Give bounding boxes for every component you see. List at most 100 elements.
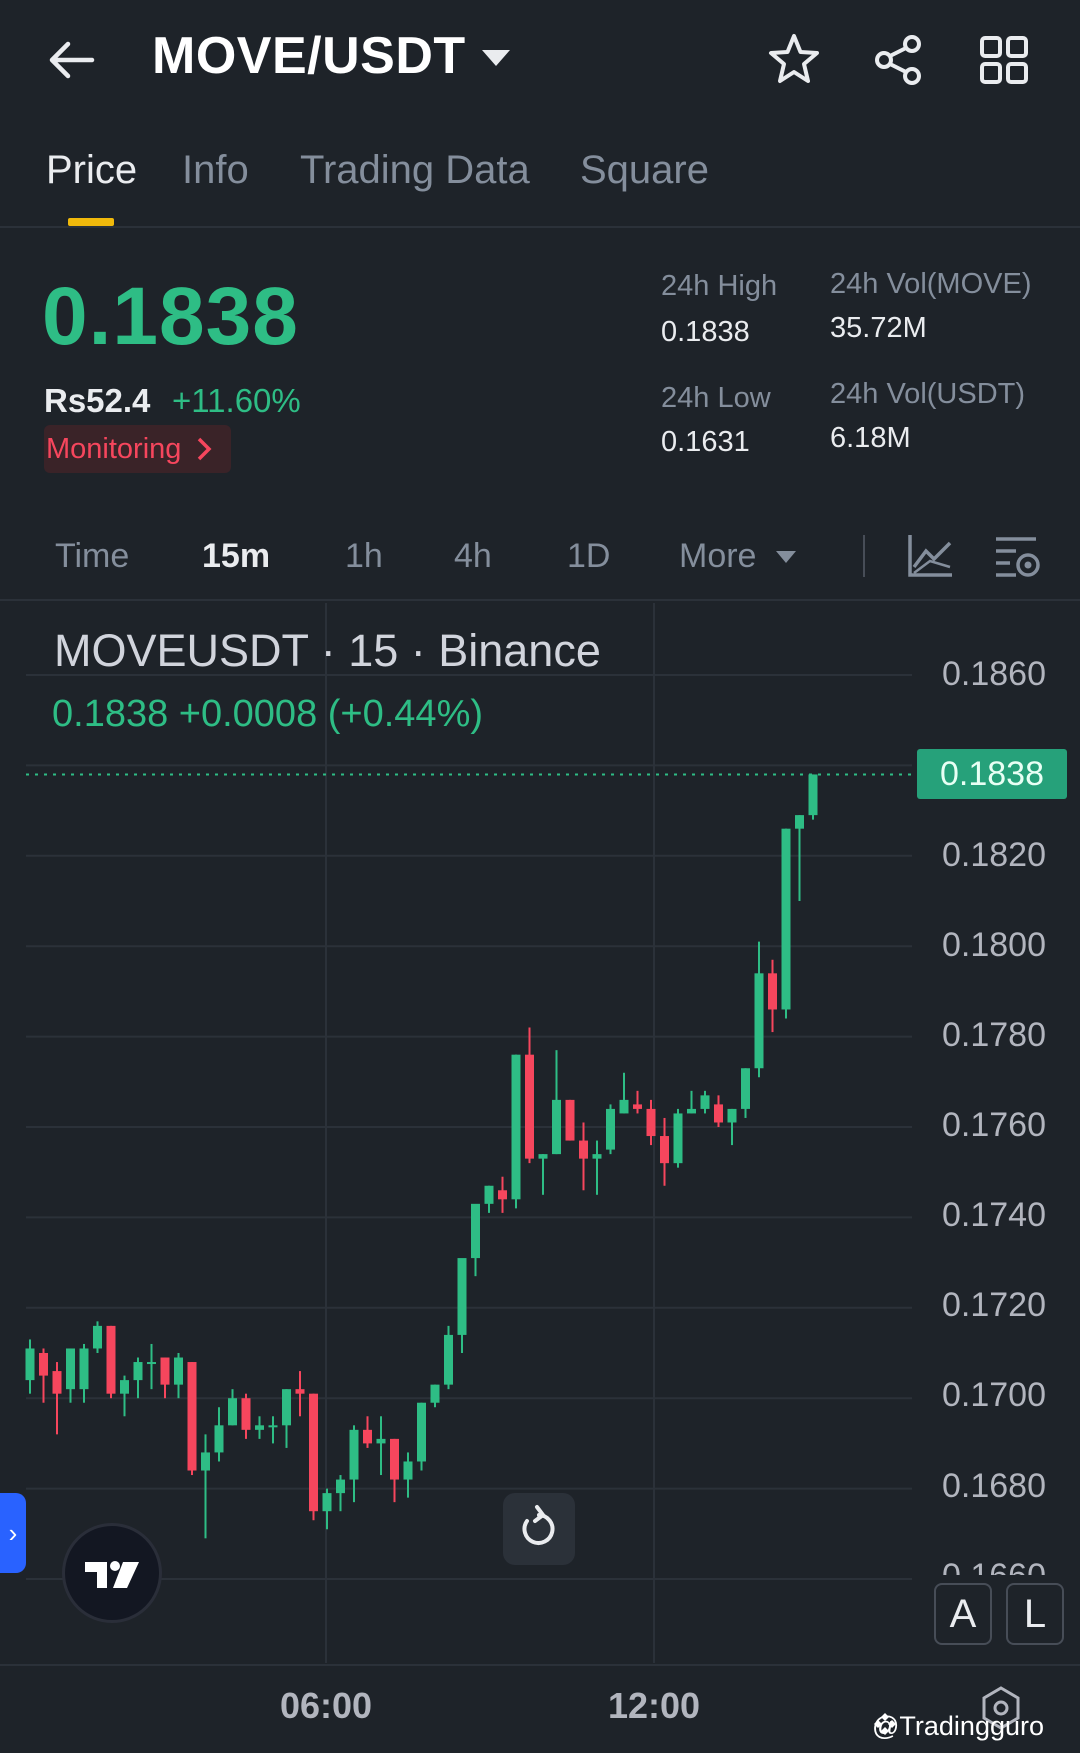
- reset-chart-button[interactable]: [503, 1493, 575, 1565]
- candle-body: [403, 1461, 413, 1480]
- price-chart[interactable]: MOVEUSDT · 15 · Binance 0.1838 +0.0008 (…: [0, 603, 1080, 1753]
- candle-body: [336, 1479, 345, 1494]
- candle-body: [147, 1362, 156, 1365]
- candle-body: [268, 1425, 278, 1428]
- interval-15m[interactable]: 15m: [202, 537, 271, 575]
- candle-body: [282, 1389, 291, 1426]
- candle-body: [471, 1203, 480, 1259]
- candle-body: [174, 1357, 183, 1385]
- interval-4h[interactable]: 4h: [454, 537, 492, 575]
- candle-body: [120, 1380, 129, 1394]
- tab-trading-data[interactable]: Trading Data: [300, 148, 530, 192]
- monitoring-label: Monitoring: [46, 433, 182, 465]
- y-tick-label: 0.1780: [942, 1016, 1046, 1054]
- candle-body: [498, 1190, 507, 1200]
- candle-body: [484, 1185, 494, 1204]
- candle-body: [754, 973, 764, 1069]
- candlestick-chart-canvas[interactable]: [0, 603, 1080, 1753]
- candle-body: [322, 1493, 332, 1512]
- candle-body: [241, 1398, 251, 1430]
- y-tick-label: 0.1860: [942, 655, 1046, 693]
- tab-info[interactable]: Info: [182, 148, 249, 192]
- candle-body: [808, 774, 818, 816]
- candle-body: [457, 1258, 467, 1335]
- y-tick-label: 0.1800: [942, 926, 1046, 964]
- header: MOVE/USDT: [0, 0, 1080, 118]
- candle-body: [309, 1393, 318, 1512]
- candle-body: [390, 1438, 399, 1480]
- candle-body: [538, 1154, 548, 1159]
- auto-scale-button[interactable]: A: [934, 1583, 992, 1645]
- candle-body: [795, 815, 804, 829]
- interval-1h[interactable]: 1h: [345, 537, 383, 575]
- candle-body: [714, 1104, 723, 1123]
- chevron-right-icon: [189, 433, 213, 465]
- indicator-chart-icon[interactable]: [902, 527, 958, 583]
- candle-body: [363, 1429, 372, 1444]
- candle-body: [646, 1108, 656, 1137]
- y-tick-label: 0.1680: [942, 1467, 1046, 1505]
- candle-body: [25, 1348, 35, 1381]
- vol-quote-label: 24h Vol(USDT): [830, 378, 1026, 410]
- candle-body: [565, 1099, 575, 1141]
- gear-icon[interactable]: [978, 1685, 1024, 1731]
- high-24h-label: 24h High: [661, 270, 778, 302]
- chart-legend-values: 0.1838 +0.0008 (+0.44%): [52, 693, 484, 735]
- interval-more-label: More: [679, 537, 757, 575]
- candle-body: [93, 1325, 102, 1349]
- candle-body: [727, 1108, 737, 1123]
- candle-body: [700, 1095, 710, 1109]
- monitoring-button[interactable]: Monitoring: [44, 425, 232, 473]
- candle-body: [511, 1054, 521, 1200]
- vol-base-label: 24h Vol(MOVE): [830, 268, 1032, 300]
- chart-legend-title: MOVEUSDT · 15 · Binance: [54, 625, 601, 676]
- candle-body: [201, 1452, 210, 1471]
- tab-price[interactable]: Price: [46, 148, 138, 192]
- candle-body: [444, 1334, 453, 1385]
- caret-down-icon[interactable]: [478, 44, 514, 74]
- y-tick-label: 0.1720: [942, 1286, 1046, 1324]
- candle-body: [592, 1154, 602, 1159]
- candle-body: [430, 1384, 440, 1403]
- last-price-label: 0.1838: [917, 749, 1067, 799]
- log-scale-button[interactable]: L: [1006, 1583, 1064, 1645]
- candle-body: [133, 1362, 143, 1381]
- candle-body: [606, 1108, 615, 1150]
- divider: [863, 535, 865, 577]
- candle-body: [768, 973, 777, 1010]
- pair-title[interactable]: MOVE/USDT: [152, 27, 466, 85]
- tab-square[interactable]: Square: [580, 148, 709, 192]
- candle-body: [673, 1113, 683, 1164]
- watermark: @Tradingguro: [872, 1711, 1044, 1742]
- tradingview-logo[interactable]: [62, 1523, 162, 1623]
- vol-base-value: 35.72M: [830, 312, 927, 344]
- x-tick-label: 06:00: [280, 1685, 373, 1726]
- candle-body: [376, 1438, 386, 1444]
- candle-body: [295, 1389, 305, 1394]
- candle-body: [187, 1362, 197, 1471]
- share-icon[interactable]: [868, 30, 928, 90]
- caret-down-icon: [766, 537, 798, 575]
- last-price: 0.1838: [42, 271, 299, 362]
- vol-quote-value: 6.18M: [830, 422, 911, 454]
- star-icon[interactable]: [764, 30, 824, 90]
- y-tick-label: 0.1660: [942, 1557, 1046, 1575]
- side-panel-toggle[interactable]: ›: [0, 1493, 26, 1573]
- y-tick-label: 0.1820: [942, 836, 1046, 874]
- candle-body: [255, 1425, 264, 1430]
- grid-icon[interactable]: [974, 30, 1034, 90]
- candle-body: [579, 1140, 588, 1159]
- candle-body: [687, 1108, 696, 1114]
- candle-body: [619, 1099, 629, 1114]
- low-24h-value: 0.1631: [661, 426, 750, 458]
- back-arrow-icon[interactable]: [44, 30, 104, 90]
- candle-body: [633, 1104, 642, 1109]
- interval-more[interactable]: More: [679, 537, 798, 576]
- candle-body: [66, 1348, 75, 1390]
- tab-bar: Price Info Trading Data Square: [0, 130, 1080, 228]
- interval-1d[interactable]: 1D: [567, 537, 611, 575]
- candle-body: [660, 1136, 669, 1164]
- interval-time[interactable]: Time: [55, 537, 130, 575]
- chart-settings-icon[interactable]: [990, 527, 1046, 583]
- high-24h-value: 0.1838: [661, 316, 750, 348]
